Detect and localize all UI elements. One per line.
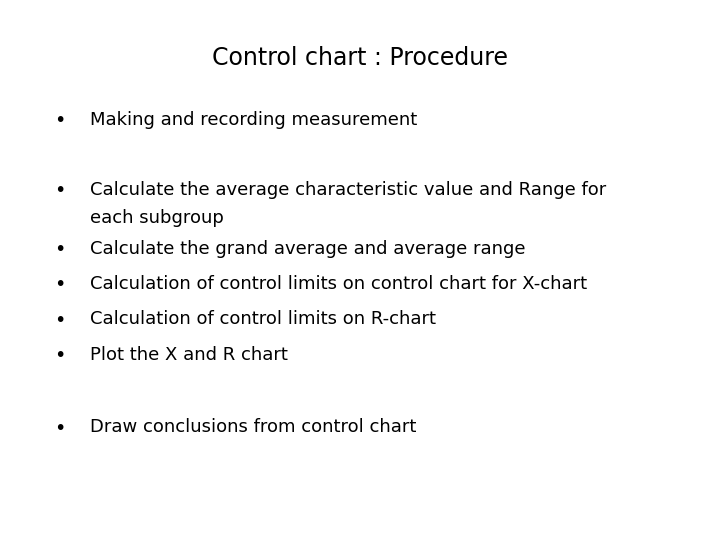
- Text: Calculate the average characteristic value and Range for: Calculate the average characteristic val…: [90, 181, 606, 199]
- Text: •: •: [54, 346, 66, 365]
- Text: Calculate the grand average and average range: Calculate the grand average and average …: [90, 240, 526, 258]
- Text: •: •: [54, 310, 66, 329]
- Text: Calculation of control limits on control chart for X-chart: Calculation of control limits on control…: [90, 275, 587, 293]
- Text: Calculation of control limits on R-chart: Calculation of control limits on R-chart: [90, 310, 436, 328]
- Text: each subgroup: each subgroup: [90, 209, 224, 227]
- Text: Control chart : Procedure: Control chart : Procedure: [212, 46, 508, 70]
- Text: •: •: [54, 240, 66, 259]
- Text: •: •: [54, 111, 66, 130]
- Text: Making and recording measurement: Making and recording measurement: [90, 111, 418, 129]
- Text: •: •: [54, 275, 66, 294]
- Text: Plot the X and R chart: Plot the X and R chart: [90, 346, 288, 363]
- Text: •: •: [54, 418, 66, 437]
- Text: Draw conclusions from control chart: Draw conclusions from control chart: [90, 418, 416, 436]
- Text: •: •: [54, 181, 66, 200]
